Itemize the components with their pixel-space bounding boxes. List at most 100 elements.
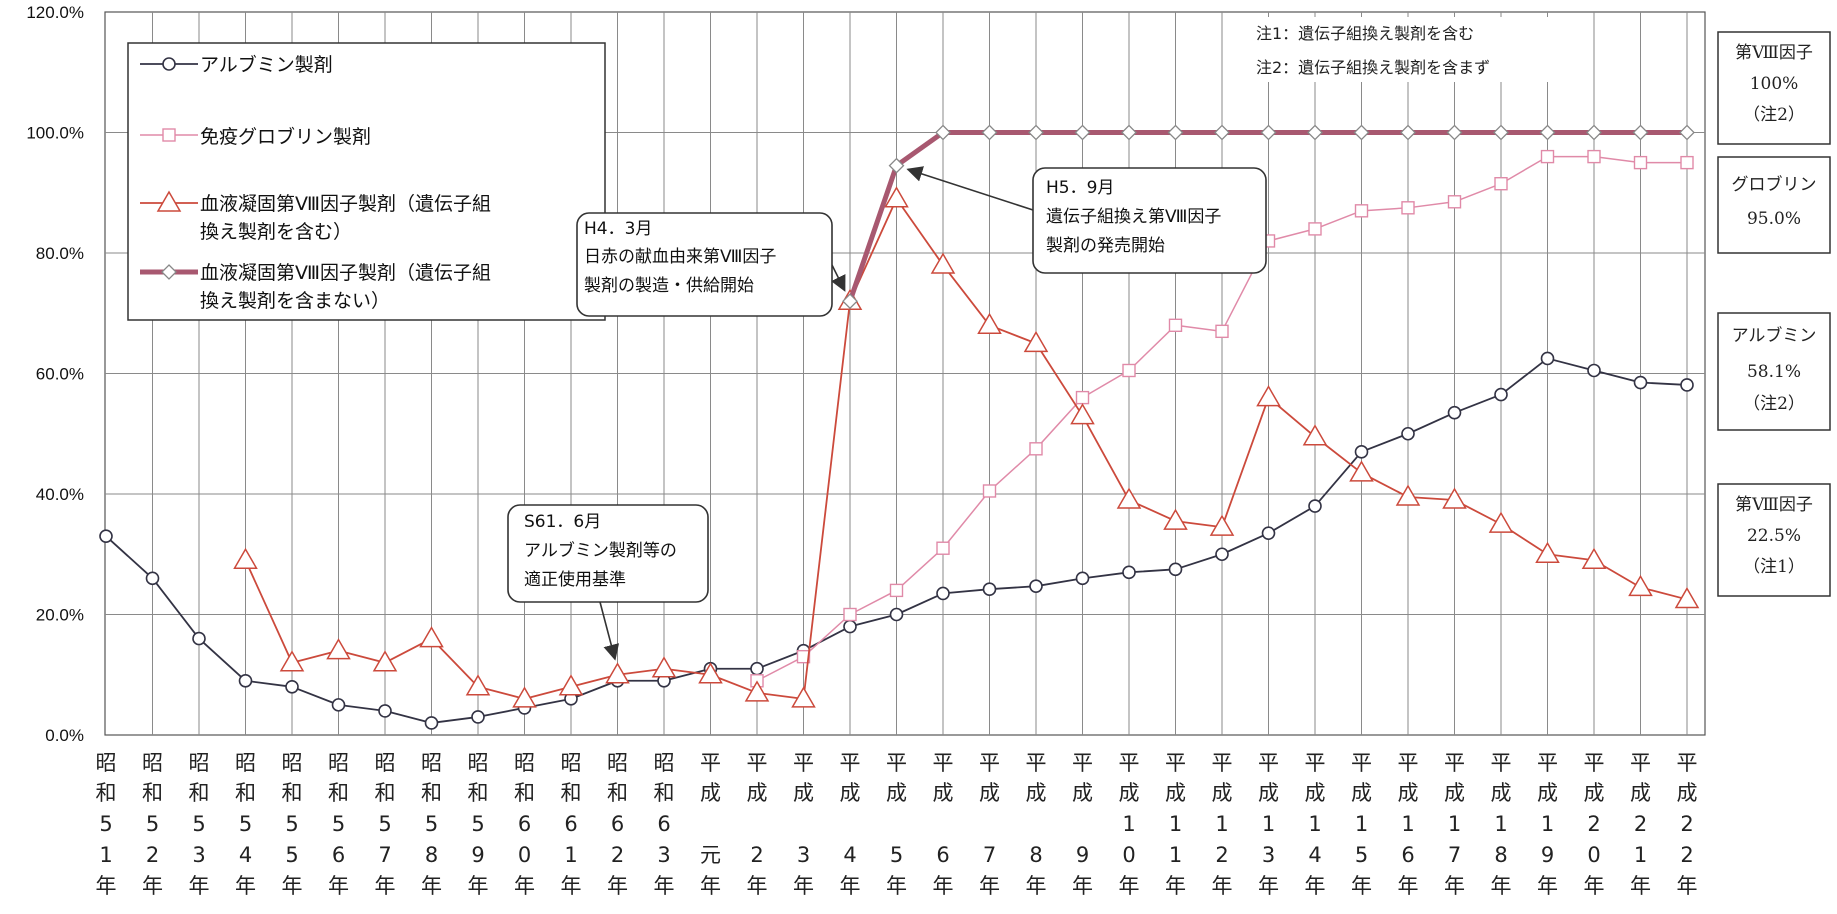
data-point xyxy=(419,626,444,648)
x-tick-char: 成 xyxy=(1119,781,1140,805)
x-tick-char: 2 xyxy=(750,843,763,867)
annotation-h4-box xyxy=(576,212,833,317)
x-tick-char: 和 xyxy=(468,781,489,805)
x-tick-char: 平 xyxy=(1165,751,1186,775)
x-tick-char: 成 xyxy=(1305,781,1326,805)
data-point xyxy=(1539,124,1556,141)
annotation-h5-line3: 製剤の発売開始 xyxy=(1046,236,1165,256)
x-tick-char: 平 xyxy=(1491,751,1512,775)
data-point xyxy=(465,674,491,696)
side-label-factor8-22: 第Ⅷ因子 22.5% （注1） xyxy=(1717,483,1831,597)
data-point xyxy=(1167,124,1184,141)
data-point xyxy=(1633,155,1648,170)
data-point xyxy=(1535,541,1560,563)
data-point xyxy=(1587,363,1601,378)
x-tick-char: 年 xyxy=(654,874,675,898)
x-tick-char: 平 xyxy=(700,751,721,775)
side-label-albumin: アルブミン 58.1% （注2） xyxy=(1717,312,1831,431)
x-tick-char: 昭 xyxy=(282,751,303,775)
x-tick-char: 1 xyxy=(1494,812,1507,836)
x-tick-char: 7 xyxy=(1448,843,1461,867)
x-tick-char: 1 xyxy=(1308,812,1321,836)
x-tick-char: 成 xyxy=(1444,781,1465,805)
data-point xyxy=(1215,324,1229,339)
x-tick-char: 成 xyxy=(1537,781,1558,805)
x-tick-char: 年 xyxy=(1677,874,1698,898)
x-tick-char: 昭 xyxy=(375,751,396,775)
x-tick-char: 年 xyxy=(561,874,582,898)
side-label-factor8-100-box xyxy=(1717,31,1831,145)
x-tick-char: 8 xyxy=(425,843,438,867)
legend: アルブミン製剤 免疫グロブリン製剤 血液凝固第Ⅷ因子製剤（遺伝子組 換え製剤を含… xyxy=(127,42,606,321)
x-tick-char: 3 xyxy=(657,843,670,867)
x-axis-ticks: 昭和 5 1 年 昭和 5 2 年 昭和 5 3 年 昭和 5 4 年 昭和 5 5 年 昭和 5 6 年 昭和 5 7 年 昭和 5 8 年… xyxy=(96,751,1698,898)
x-tick-char: 3 xyxy=(192,843,205,867)
x-tick-char: 和 xyxy=(235,781,256,805)
x-tick-char: 元 xyxy=(700,843,721,867)
x-tick-char: 成 xyxy=(1165,781,1186,805)
data-point xyxy=(1632,124,1649,141)
x-tick-char: 昭 xyxy=(328,751,349,775)
x-tick-label: 昭和 6 0 年 xyxy=(514,751,535,898)
x-tick-char: 5 xyxy=(99,812,112,836)
annotation-s61-line1: S61．6月 xyxy=(524,512,601,532)
x-tick-char: 2 xyxy=(1680,812,1693,836)
annotation-h4-line3: 製剤の製造・供給開始 xyxy=(584,276,754,296)
side-label-factor8-100-line1: 第Ⅷ因子 xyxy=(1735,43,1813,63)
data-point xyxy=(1354,204,1369,218)
x-tick-char: 0 xyxy=(1122,843,1135,867)
x-tick-char: 年 xyxy=(375,874,396,898)
data-point xyxy=(1028,124,1044,141)
x-tick-char: 平 xyxy=(793,751,814,775)
annotation-h5: H5．9月 遺伝子組換え第Ⅷ因子 製剤の発売開始 xyxy=(1032,167,1267,274)
x-tick-label: 昭和 5 7 年 xyxy=(375,751,396,898)
data-point xyxy=(982,484,997,498)
data-point xyxy=(1540,149,1555,164)
side-label-globulin: グロブリン 95.0% xyxy=(1717,156,1831,254)
x-tick-char: 3 xyxy=(797,843,810,867)
x-tick-char: 昭 xyxy=(607,751,628,775)
x-tick-char: 成 xyxy=(1351,781,1372,805)
data-point xyxy=(1029,442,1043,456)
data-point xyxy=(1628,574,1653,597)
annotation-h4: H4．3月 日赤の献血由来第Ⅷ因子 製剤の製造・供給開始 xyxy=(576,212,833,317)
x-tick-label: 昭和 5 3 年 xyxy=(189,751,210,898)
data-point xyxy=(1070,403,1095,425)
x-tick-char: 9 xyxy=(471,843,484,867)
x-tick-char: 6 xyxy=(611,812,624,836)
x-tick-char: 8 xyxy=(1029,843,1042,867)
x-tick-char: 成 xyxy=(979,781,1000,805)
data-point xyxy=(1163,508,1188,530)
x-tick-char: 年 xyxy=(1026,874,1047,898)
x-tick-label: 平成 5 年 xyxy=(886,751,907,898)
y-axis-ticks: 0.0% 20.0% 40.0% 60.0% 80.0% 100.0% 120.0% xyxy=(26,3,84,745)
data-point xyxy=(842,293,858,310)
legend-entry-factor8-incl-line2: 換え製剤を含む） xyxy=(200,221,352,243)
data-point xyxy=(1633,375,1648,390)
x-tick-char: 6 xyxy=(657,812,670,836)
legend-entry-albumin: アルブミン製剤 xyxy=(200,53,333,76)
legend-entry-factor8-excl-line1: 血液凝固第Ⅷ因子製剤（遺伝子組 xyxy=(200,262,491,284)
y-tick-label: 80.0% xyxy=(36,244,84,263)
x-tick-char: 年 xyxy=(1258,874,1279,898)
data-point xyxy=(1214,124,1230,141)
data-point xyxy=(1581,547,1607,570)
x-tick-char: 年 xyxy=(840,874,861,898)
x-tick-char: 1 xyxy=(1634,843,1647,867)
legend-swatch-marker xyxy=(156,190,182,212)
x-tick-char: 7 xyxy=(983,843,996,867)
data-point xyxy=(424,716,439,730)
x-tick-char: 和 xyxy=(328,781,349,805)
x-tick-char: 和 xyxy=(561,781,582,805)
side-label-albumin-line2: 58.1% xyxy=(1747,362,1801,382)
x-tick-char: 1 xyxy=(1541,812,1554,836)
data-point xyxy=(935,124,951,141)
legend-entry-globulin: 免疫グロブリン製剤 xyxy=(200,125,371,148)
data-point xyxy=(285,679,299,694)
x-tick-char: 平 xyxy=(1258,751,1279,775)
x-tick-char: 0 xyxy=(518,843,531,867)
x-tick-char: 1 xyxy=(564,843,577,867)
x-tick-char: 平 xyxy=(747,751,768,775)
